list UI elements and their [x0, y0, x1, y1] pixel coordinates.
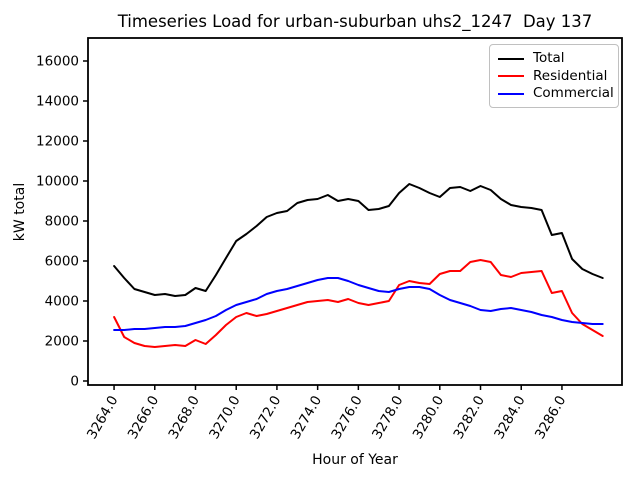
series-lines — [113, 183, 604, 348]
residential-line-swatch — [498, 75, 524, 77]
y-tick-label: 4000 — [45, 294, 79, 310]
series-line-commercial — [113, 277, 604, 331]
x-tick-label: 3276.0 — [328, 393, 365, 442]
x-tick-label: 3274.0 — [288, 393, 325, 442]
y-tick-label: 14000 — [36, 94, 79, 110]
y-tick-label: 12000 — [36, 134, 79, 150]
commercial-line-swatch — [498, 92, 524, 95]
x-tick-label: 3264.0 — [84, 393, 121, 442]
x-tick-label: 3272.0 — [247, 393, 284, 442]
x-tick-label: 3268.0 — [165, 393, 202, 442]
legend-item-residential: Residential — [498, 67, 610, 84]
y-tick-label: 16000 — [36, 54, 79, 70]
total-line-swatch — [498, 57, 524, 60]
y-tick-label: 8000 — [45, 214, 79, 230]
legend-label-commercial: Commercial — [533, 85, 614, 101]
y-tick-label: 2000 — [45, 334, 79, 350]
legend-label-total: Total — [533, 50, 565, 66]
y-tick-label: 6000 — [45, 254, 79, 270]
chart-title: Timeseries Load for urban-suburban uhs2_… — [117, 12, 593, 32]
x-tick-label: 3282.0 — [450, 393, 487, 442]
legend-item-commercial: Commercial — [498, 86, 614, 101]
x-tick-label: 3284.0 — [491, 393, 528, 442]
y-tick-label: 10000 — [36, 174, 79, 190]
y-axis-label: kW total — [12, 183, 28, 241]
x-tick-label: 3278.0 — [369, 393, 406, 442]
legend-item-total: Total — [498, 51, 610, 66]
series-line-total — [113, 183, 604, 297]
x-tick-label: 3280.0 — [410, 393, 447, 442]
legend: Total Residential Commercial — [489, 44, 619, 108]
legend-label-residential: Residential — [533, 67, 608, 84]
x-tick-label: 3266.0 — [125, 393, 162, 442]
x-tick-label: 3286.0 — [532, 393, 569, 442]
series-line-residential — [113, 259, 604, 348]
plot-area-frame — [87, 37, 623, 386]
x-axis-label: Hour of Year — [312, 452, 398, 468]
x-tick-label: 3270.0 — [206, 393, 243, 442]
y-tick-label: 0 — [70, 374, 79, 390]
axis-ticks: 3264.0 3266.0 3268.0 3270.0 3272.0 3274.0 3276… — [36, 54, 569, 442]
